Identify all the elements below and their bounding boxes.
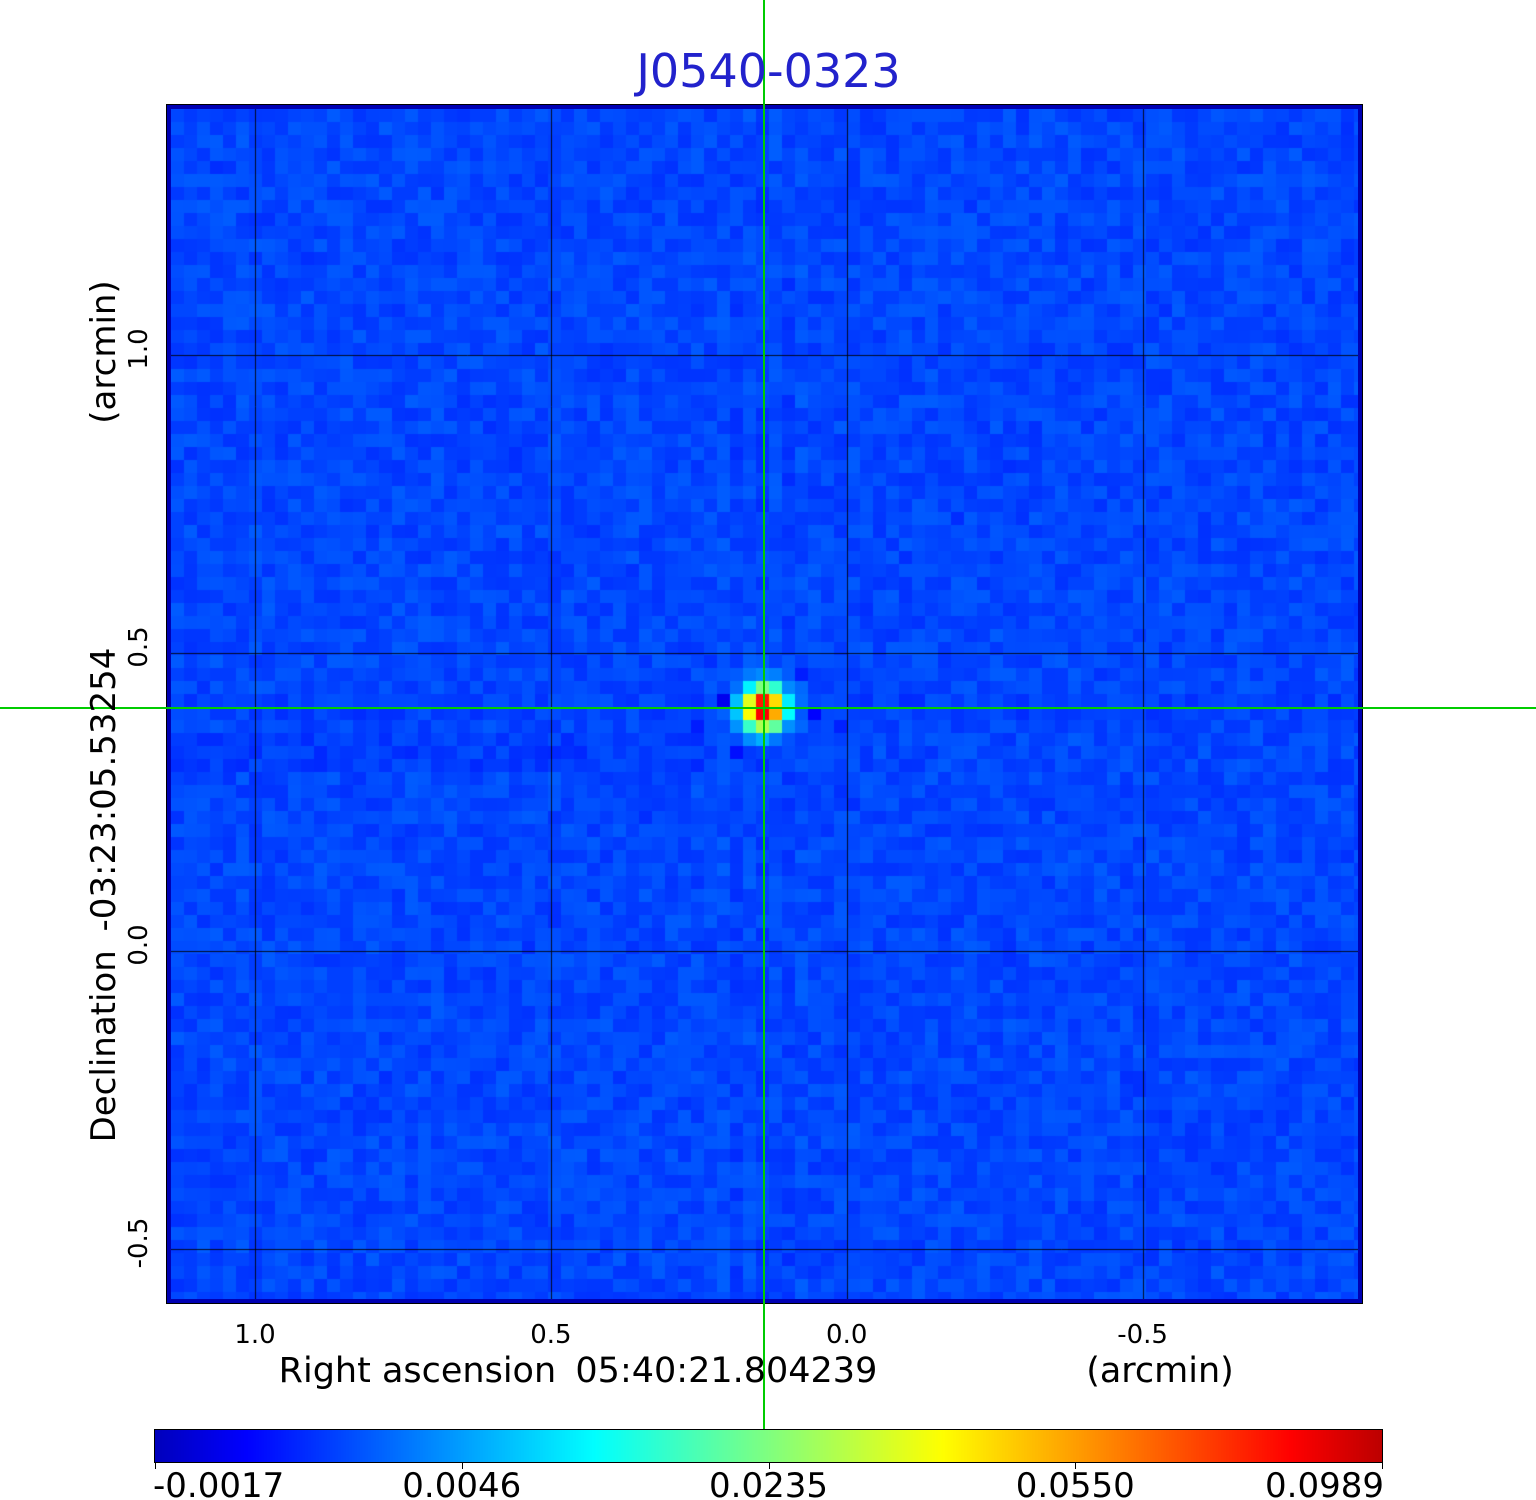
x-axis-tick-label: 0.5 bbox=[530, 1320, 572, 1350]
y-axis-title: Declination -03:23:05.53254 bbox=[84, 648, 124, 1143]
colorbar-tick-label: 0.0550 bbox=[1015, 1466, 1135, 1500]
x-axis-tick-label: -0.5 bbox=[1117, 1320, 1168, 1350]
x-axis-title: Right ascension 05:40:21.804239 bbox=[279, 1351, 878, 1391]
colorbar bbox=[154, 1429, 1383, 1463]
colorbar-tick-label: 0.0235 bbox=[709, 1466, 828, 1500]
crosshair-horizontal-line bbox=[0, 707, 1536, 709]
plot-title: J0540-0323 bbox=[636, 44, 901, 98]
colorbar-tick-mark bbox=[769, 1463, 770, 1469]
x-axis-title-text: Right ascension bbox=[278, 1351, 557, 1391]
y-axis-unit-label: (arcmin) bbox=[84, 280, 124, 424]
x-axis-tick-label: 1.0 bbox=[234, 1320, 276, 1350]
y-axis-tick-label: 1.0 bbox=[124, 327, 154, 370]
y-axis-coordinate: -03:23:05.53254 bbox=[84, 647, 124, 932]
y-axis-tick-label: 0.0 bbox=[124, 924, 154, 966]
colorbar-tick-label: 0.0989 bbox=[1265, 1466, 1384, 1500]
crosshair-vertical-line bbox=[763, 0, 765, 1429]
colorbar-tick-label: -0.0017 bbox=[153, 1466, 285, 1500]
colorbar-tick-mark bbox=[462, 1463, 463, 1469]
colorbar-tick-mark bbox=[1075, 1463, 1076, 1469]
y-axis-title-text: Declination bbox=[84, 950, 124, 1143]
colorbar-tick-mark bbox=[155, 1463, 156, 1469]
y-axis-tick-label: 0.5 bbox=[124, 626, 154, 668]
y-axis-tick-label: -0.5 bbox=[124, 1217, 154, 1269]
x-axis-unit-label: (arcmin) bbox=[1086, 1351, 1234, 1391]
x-axis-coordinate: 05:40:21.804239 bbox=[575, 1351, 878, 1391]
colorbar-tick-mark bbox=[1382, 1463, 1383, 1469]
colorbar-gradient bbox=[155, 1430, 1382, 1462]
colorbar-tick-label: 0.0046 bbox=[402, 1466, 522, 1500]
x-axis-tick-label: 0.0 bbox=[826, 1320, 868, 1350]
